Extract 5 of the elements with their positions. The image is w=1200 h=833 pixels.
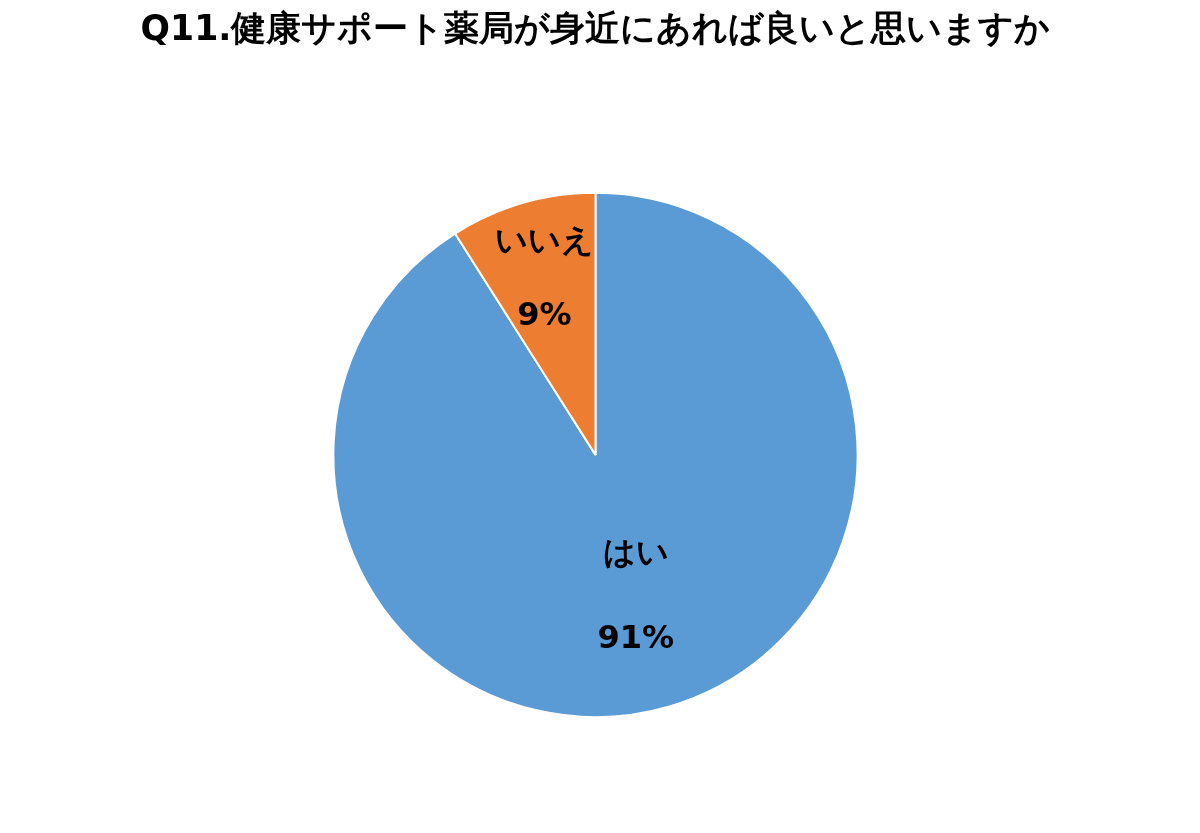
slice-label: はい [602, 533, 669, 572]
data-label: 91% [597, 618, 675, 657]
chart-title: Q11.健康サポート薬局が身近にあれば良いと思いますか [140, 7, 1051, 48]
data-label: 9% [517, 294, 572, 333]
slice-label: いいえ [494, 220, 594, 259]
